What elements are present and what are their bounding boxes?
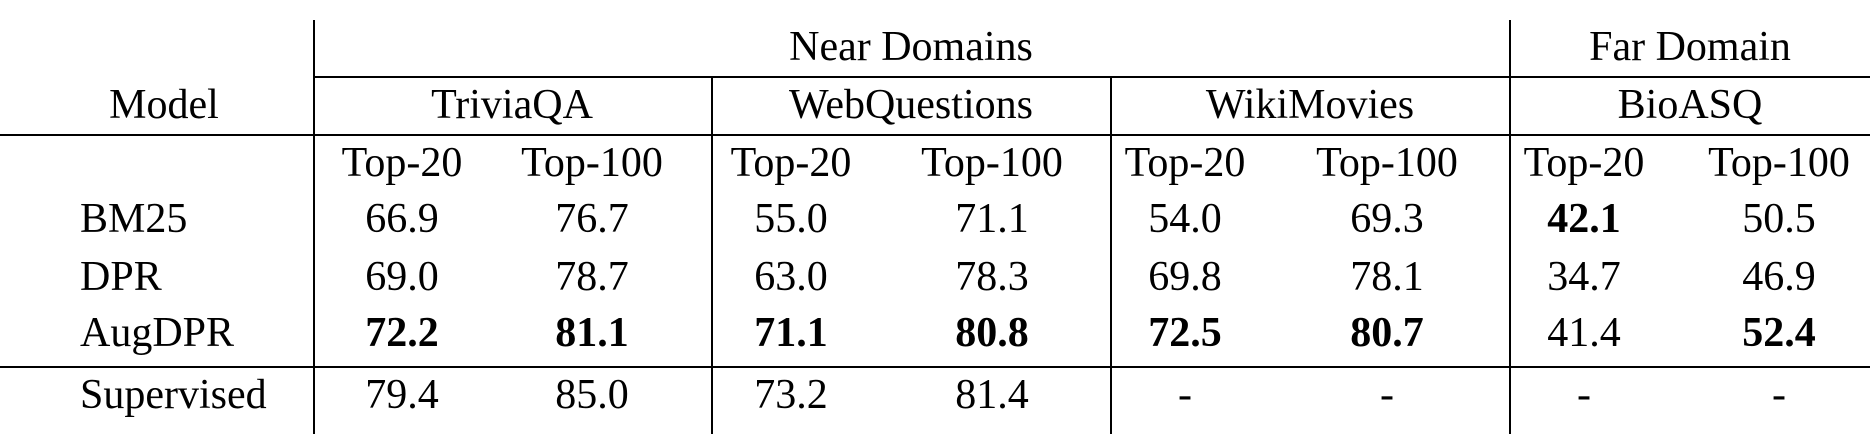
table-cell: 81.4	[955, 372, 1029, 418]
model-header: Model	[109, 82, 219, 128]
table-cell: 63.0	[754, 254, 828, 300]
metric-header: Top-100	[921, 140, 1063, 186]
rule-supervised	[0, 366, 1870, 368]
table-cell: 55.0	[754, 196, 828, 242]
row-model-label: DPR	[80, 254, 162, 300]
table-cell: 79.4	[365, 372, 439, 418]
table-cell: 54.0	[1148, 196, 1222, 242]
metric-header: Top-20	[730, 140, 852, 186]
table-cell: 66.9	[365, 196, 439, 242]
table-cell: 80.8	[955, 310, 1029, 356]
dataset-wikimovies: WikiMovies	[1205, 82, 1415, 128]
row-model-label: BM25	[80, 196, 188, 242]
table-cell: -	[1178, 372, 1192, 418]
table-cell: 76.7	[555, 196, 629, 242]
rule-far-domain	[1509, 20, 1511, 434]
table-cell: -	[1380, 372, 1394, 418]
table-cell: 71.1	[754, 310, 828, 356]
metric-header: Top-20	[341, 140, 463, 186]
rule-top-far	[1509, 76, 1870, 78]
table-cell: 71.1	[955, 196, 1029, 242]
row-model-label: AugDPR	[80, 310, 235, 356]
metric-header: Top-20	[1124, 140, 1246, 186]
table-cell: 42.1	[1547, 196, 1621, 242]
table-cell: 78.3	[955, 254, 1029, 300]
row-model-label: Supervised	[80, 372, 267, 418]
table-cell: 34.7	[1547, 254, 1621, 300]
rule-webq-wikim	[1110, 134, 1112, 434]
rule-webq-wikim-header	[1110, 78, 1112, 134]
rule-model-col	[313, 20, 315, 434]
table-cell: 69.0	[365, 254, 439, 300]
group-near-domains: Near Domains	[789, 24, 1033, 70]
dataset-webquestions: WebQuestions	[789, 82, 1033, 128]
table-cell: 78.7	[555, 254, 629, 300]
table-cell: -	[1577, 372, 1591, 418]
rule-top-near	[313, 76, 1509, 78]
table-cell: 46.9	[1742, 254, 1816, 300]
dataset-triviaqa: TriviaQA	[431, 82, 593, 128]
table-cell: 85.0	[555, 372, 629, 418]
table-cell: 81.1	[555, 310, 629, 356]
metric-header: Top-100	[1316, 140, 1458, 186]
table-cell: 41.4	[1547, 310, 1621, 356]
table-cell: 72.5	[1148, 310, 1222, 356]
table-cell: 80.7	[1350, 310, 1424, 356]
rule-header	[0, 134, 1870, 136]
table-cell: -	[1772, 372, 1786, 418]
table-cell: 78.1	[1350, 254, 1424, 300]
table-cell: 50.5	[1742, 196, 1816, 242]
group-far-domain: Far Domain	[1589, 24, 1791, 70]
dataset-bioasq: BioASQ	[1617, 82, 1763, 128]
rule-trivia-webq	[711, 134, 713, 434]
table-cell: 73.2	[754, 372, 828, 418]
table-cell: 69.3	[1350, 196, 1424, 242]
rule-trivia-webq-header	[711, 78, 713, 134]
metric-header: Top-100	[1708, 140, 1850, 186]
table-cell: 52.4	[1742, 310, 1816, 356]
table-cell: 69.8	[1148, 254, 1222, 300]
table-cell: 72.2	[365, 310, 439, 356]
metric-header: Top-100	[521, 140, 663, 186]
metric-header: Top-20	[1523, 140, 1645, 186]
